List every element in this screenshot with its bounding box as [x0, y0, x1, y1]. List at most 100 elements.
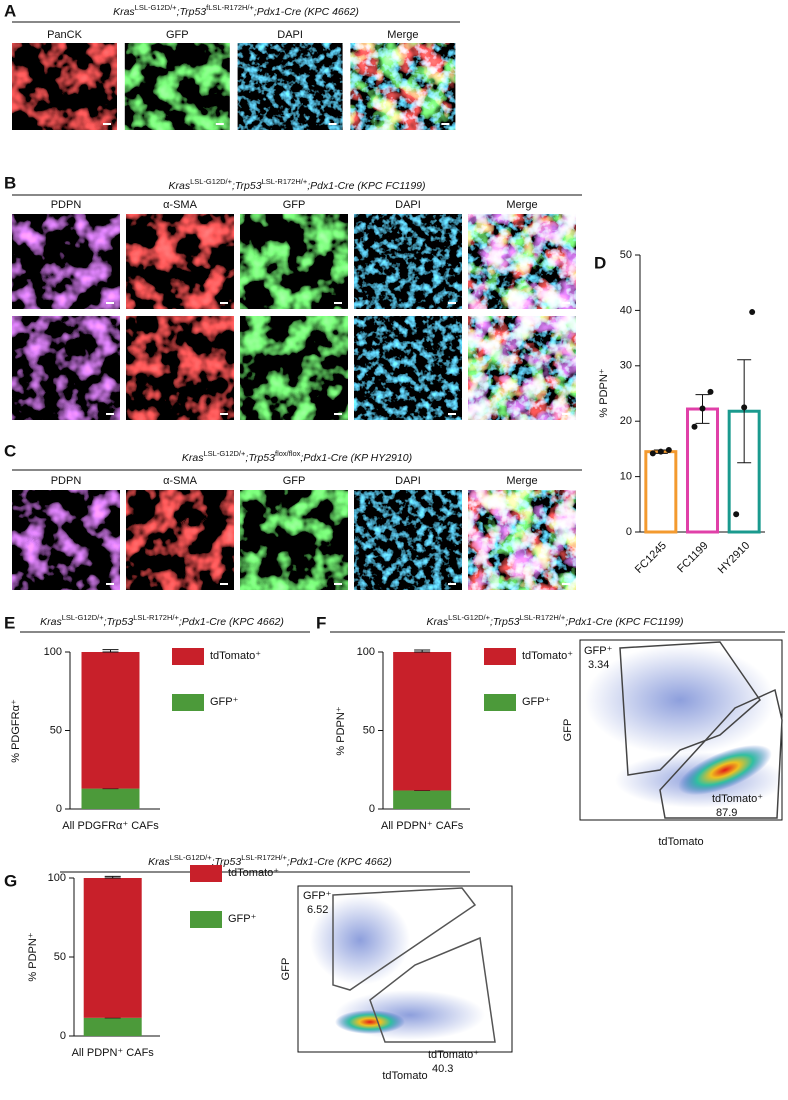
superscript: LSL-G12D/+: [170, 853, 213, 862]
panel-title: KrasLSL-G12D/+;Trp53fLSL-R172H/+;Pdx1-Cr…: [113, 3, 359, 18]
data-point: [733, 511, 740, 518]
x-axis-label: tdTomato: [658, 836, 703, 848]
legend-swatch: [484, 694, 516, 711]
flow-density: [310, 895, 410, 985]
panel-title: KrasLSL-G12D/+;Trp53LSL-R172H/+;Pdx1-Cre…: [427, 613, 684, 628]
y-tick-label: 30: [620, 360, 632, 372]
legend-swatch: [172, 648, 204, 665]
micrograph-signal: [240, 214, 348, 309]
error-bar: [737, 359, 752, 464]
panel-title: KrasLSL-G12D/+;Trp53LSL-R172H/+;Pdx1-Cre…: [169, 177, 426, 192]
y-axis-label: GFP: [280, 958, 292, 981]
x-tick-label: All PDPN⁺ CAFs: [72, 1047, 155, 1059]
y-tick-label: 0: [626, 526, 632, 538]
flow-density: [585, 645, 775, 755]
superscript: LSL-G12D/+: [135, 3, 178, 12]
title-part: ;Trp53: [490, 616, 520, 628]
micrograph-signal: [468, 316, 576, 420]
gate-name: GFP⁺: [584, 645, 613, 657]
panel-title: KrasLSL-G12D/+;Trp53LSL-R172H/+;Pdx1-Cre…: [40, 613, 284, 628]
micrograph-signal: [12, 316, 120, 420]
error-bar: [414, 649, 431, 653]
bar-segment: [81, 652, 140, 789]
y-tick-label: 100: [44, 646, 62, 658]
channel-label: Merge: [506, 199, 537, 211]
title-part: Kras: [182, 452, 204, 464]
data-point: [657, 448, 664, 455]
x-tick-label: All PDPN⁺ CAFs: [381, 820, 464, 832]
micrograph-signal: [354, 316, 462, 420]
channel-label: PDPN: [51, 475, 82, 487]
channel-label: GFP: [166, 29, 189, 41]
micrograph-signal: [12, 43, 117, 130]
superscript: LSL-G12D/+: [448, 613, 491, 622]
channel-label: PanCK: [47, 29, 83, 41]
channel-label: Merge: [387, 29, 418, 41]
gate: [659, 688, 783, 819]
channel-label: DAPI: [395, 199, 421, 211]
y-tick-label: 50: [50, 724, 62, 736]
legend-swatch: [190, 865, 222, 882]
y-tick-label: 20: [620, 415, 632, 427]
data-point: [707, 388, 714, 395]
data-point: [649, 450, 656, 457]
title-part: ;Trp53: [232, 180, 262, 192]
superscript: flox/flox: [275, 449, 301, 458]
y-tick-label: 50: [363, 724, 375, 736]
y-tick-label: 50: [54, 951, 66, 963]
superscript: LSL-G12D/+: [62, 613, 105, 622]
x-axis-label: tdTomato: [382, 1070, 427, 1082]
channel-label: α-SMA: [163, 475, 198, 487]
micrograph-signal: [468, 490, 576, 590]
panel-label: B: [4, 173, 16, 192]
micrograph-signal: [240, 316, 348, 420]
panel-label: G: [4, 871, 17, 890]
channel-label: PDPN: [51, 199, 82, 211]
channel-label: Merge: [506, 475, 537, 487]
data-point: [691, 423, 698, 430]
data-point: [665, 447, 672, 454]
title-part: ;Pdx1-Cre (KPC FC1199): [565, 616, 683, 628]
panel-label: F: [316, 613, 326, 632]
superscript: LSL-R172H/+: [241, 853, 287, 862]
y-tick-label: 10: [620, 471, 632, 483]
y-tick-label: 100: [357, 646, 375, 658]
gate-value: 87.9: [716, 807, 737, 819]
superscript: LSL-R172H/+: [262, 177, 308, 186]
x-tick-label: FC1245: [633, 540, 669, 576]
bar-segment: [83, 1017, 142, 1036]
channel-label: DAPI: [395, 475, 421, 487]
data-point: [749, 309, 756, 316]
channel-label: GFP: [283, 199, 306, 211]
title-part: ;Trp53: [104, 616, 134, 628]
legend-label: GFP⁺: [522, 696, 551, 708]
micrograph-signal: [468, 214, 576, 309]
x-tick-label: FC1199: [675, 540, 711, 576]
bar: [644, 450, 678, 534]
panel-label: C: [4, 441, 16, 460]
micrograph-signal: [237, 43, 343, 130]
title-part: ;Trp53: [212, 856, 242, 868]
flow-plot: [297, 885, 513, 1053]
title-part: Kras: [40, 616, 62, 628]
micrograph-signal: [350, 43, 456, 130]
superscript: LSL-G12D/+: [190, 177, 233, 186]
bar-segment: [393, 652, 452, 791]
gate-value: 40.3: [432, 1063, 453, 1075]
superscript: fLSL-R172H/+: [206, 3, 254, 12]
channel-label: GFP: [283, 475, 306, 487]
superscript: LSL-G12D/+: [204, 449, 247, 458]
title-part: ;Pdx1-Cre (KPC 4662): [254, 6, 359, 18]
legend-label: GFP⁺: [210, 696, 239, 708]
legend-label: tdTomato⁺: [228, 867, 279, 879]
superscript: LSL-R172H/+: [133, 613, 179, 622]
micrograph-signal: [124, 43, 230, 130]
title-part: Kras: [113, 6, 135, 18]
title-part: ;Pdx1-Cre (KPC 4662): [179, 616, 284, 628]
y-tick-label: 0: [60, 1030, 66, 1042]
title-part: Kras: [427, 616, 449, 628]
data-point: [699, 405, 706, 412]
bar-segment: [393, 790, 452, 809]
y-tick-label: 50: [620, 249, 632, 261]
